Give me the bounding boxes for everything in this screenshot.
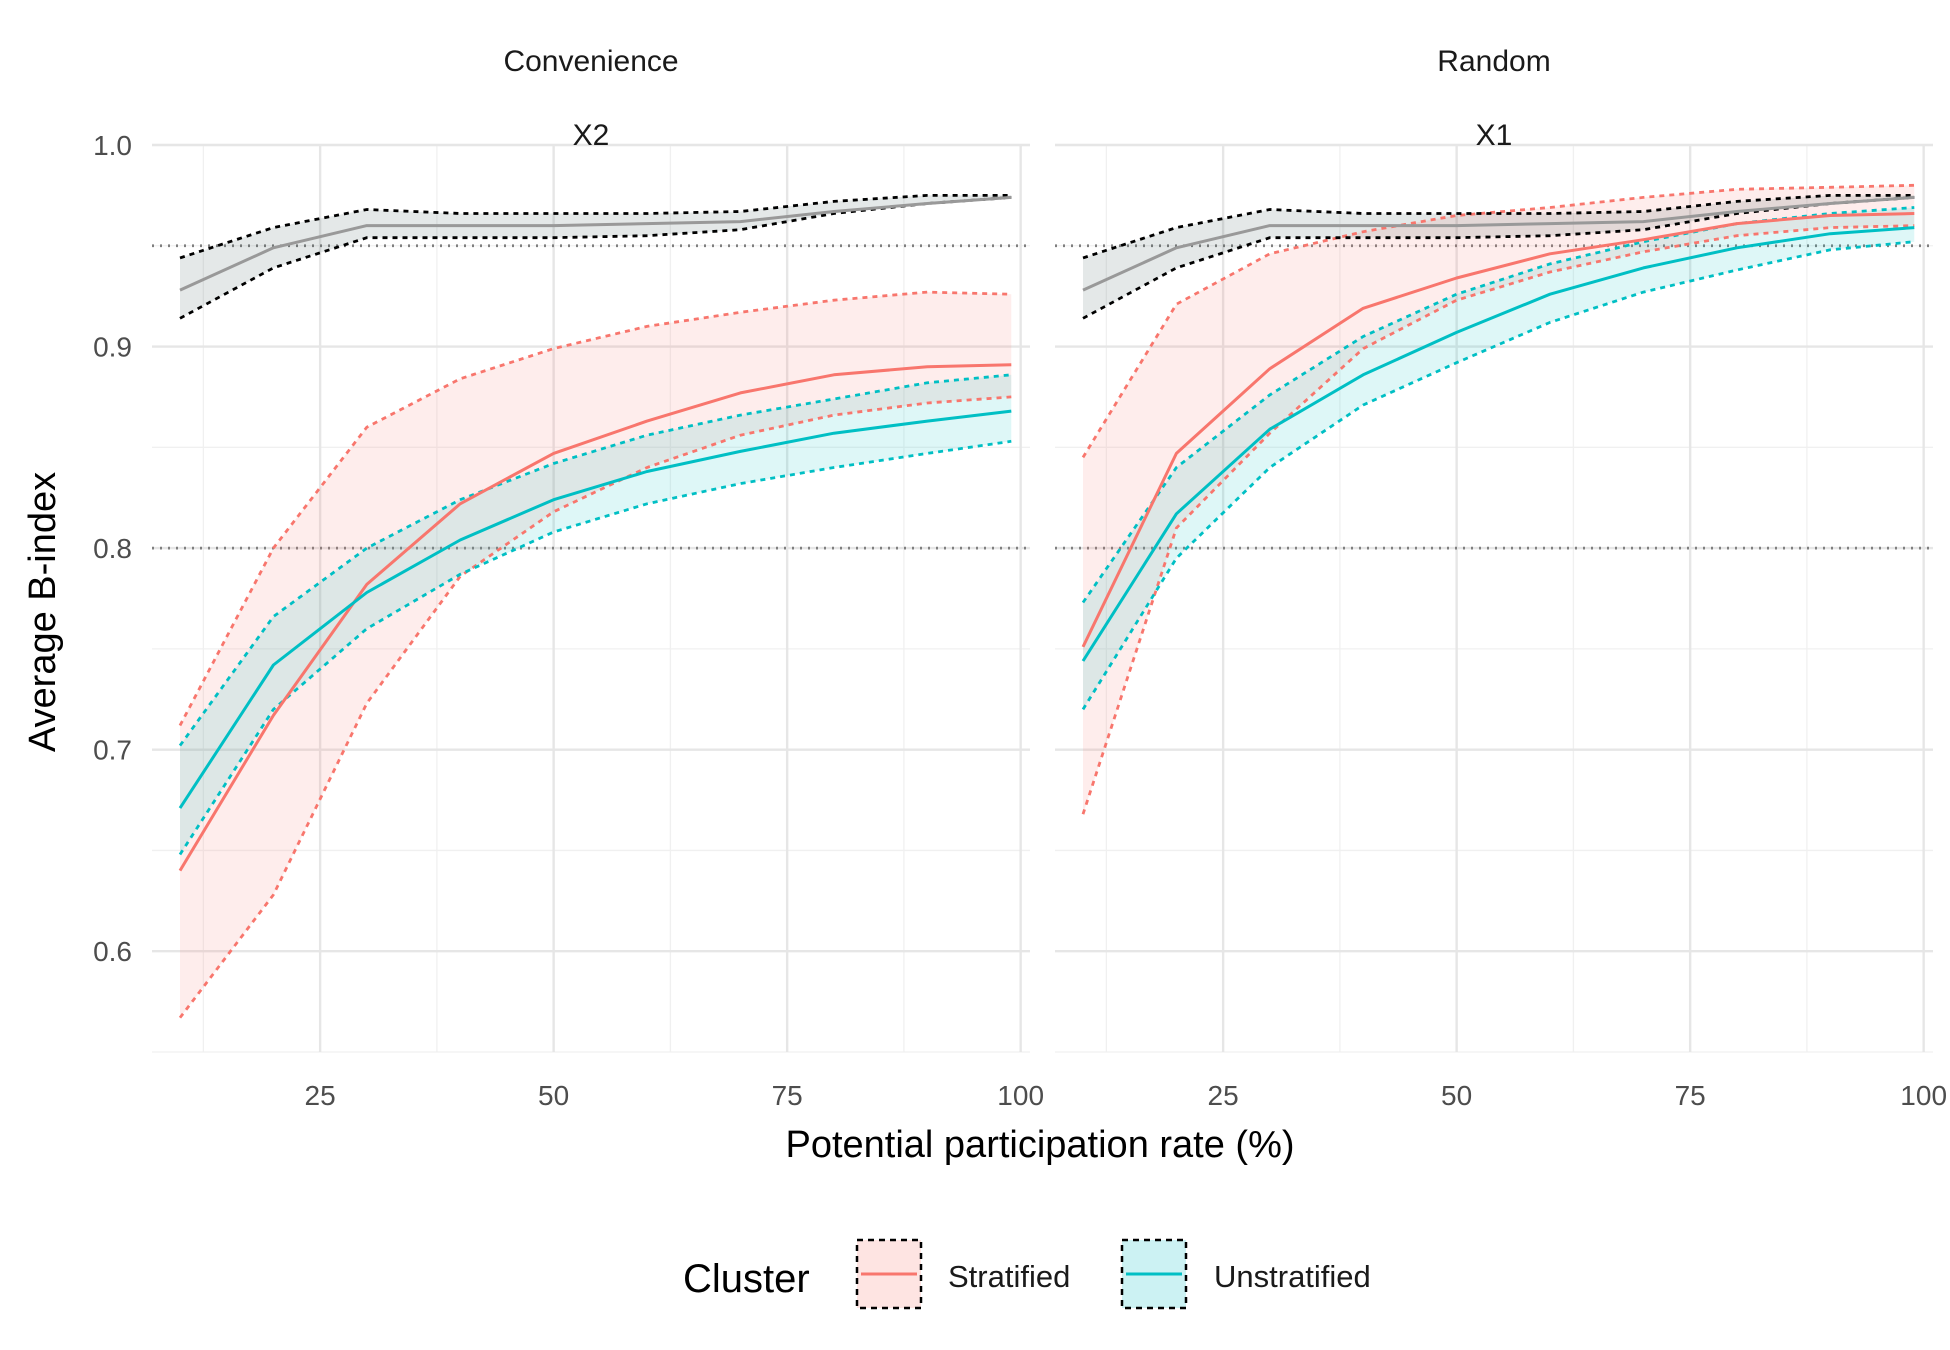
- lower-bound-stratified: [178, 395, 1012, 1019]
- lower-bound-unstratified: [1081, 240, 1915, 711]
- mean-line-unstratified: [1081, 226, 1915, 662]
- strip-label-top: Convenience: [503, 45, 678, 78]
- strip-label-top: Random: [1437, 45, 1550, 78]
- x-tick-label: 75: [772, 1080, 803, 1111]
- legend: Cluster Stratified Unstratified: [683, 1238, 1371, 1310]
- x-tick-label: 100: [997, 1080, 1044, 1111]
- y-tick-label: 0.6: [93, 936, 132, 967]
- strip-label-bottom: X1: [1476, 119, 1513, 152]
- panels-layer: 25 50 75 100 0.6 0.7 0.8 0.9 1.0 Convenience X2 25 5…: [93, 45, 1947, 1111]
- strip-label-bottom: X2: [573, 119, 610, 152]
- x-tick-label: 100: [1900, 1080, 1947, 1111]
- mean-line-reference-group: [1082, 195, 1915, 292]
- legend-label-stratified: Stratified: [948, 1259, 1070, 1294]
- legend-key-unstratified: [1120, 1238, 1188, 1310]
- lower-bound-stratified: [1081, 224, 1915, 815]
- mean-line-reference-group: [179, 195, 1012, 292]
- mean-line-stratified: [178, 363, 1012, 872]
- x-tick-label: 75: [1675, 1080, 1706, 1111]
- mean-line-unstratified: [178, 409, 1012, 809]
- legend-label-unstratified: Unstratified: [1214, 1259, 1371, 1294]
- y-tick-label: 1.0: [93, 130, 132, 161]
- band-unstratified: [1083, 207, 1915, 710]
- panel-1: 25 50 75 100 0.6 0.7 0.8 0.9 1.0 Convenience X2: [93, 45, 1044, 1111]
- y-tick-label: 0.7: [93, 735, 132, 766]
- mean-line-stratified: [1081, 212, 1915, 648]
- upper-bound-stratified: [1081, 183, 1915, 459]
- band-stratified: [180, 292, 1012, 1018]
- y-tick-label: 0.8: [93, 533, 132, 564]
- x-tick-label: 25: [305, 1080, 336, 1111]
- x-axis-title: Potential participation rate (%): [785, 1124, 1294, 1166]
- band-stratified: [1083, 185, 1915, 815]
- panel-2: 25 50 75 100 Random X1: [1055, 45, 1947, 1111]
- lower-bound-unstratified: [178, 439, 1012, 856]
- x-tick-label: 50: [538, 1080, 569, 1111]
- y-axis-title: Average B-index: [22, 472, 64, 752]
- upper-bound-stratified: [178, 290, 1012, 727]
- legend-key-stratified: [855, 1238, 923, 1310]
- y-tick-label: 0.9: [93, 332, 132, 363]
- legend-title: Cluster: [683, 1257, 810, 1301]
- x-tick-label: 25: [1208, 1080, 1239, 1111]
- x-tick-label: 50: [1441, 1080, 1472, 1111]
